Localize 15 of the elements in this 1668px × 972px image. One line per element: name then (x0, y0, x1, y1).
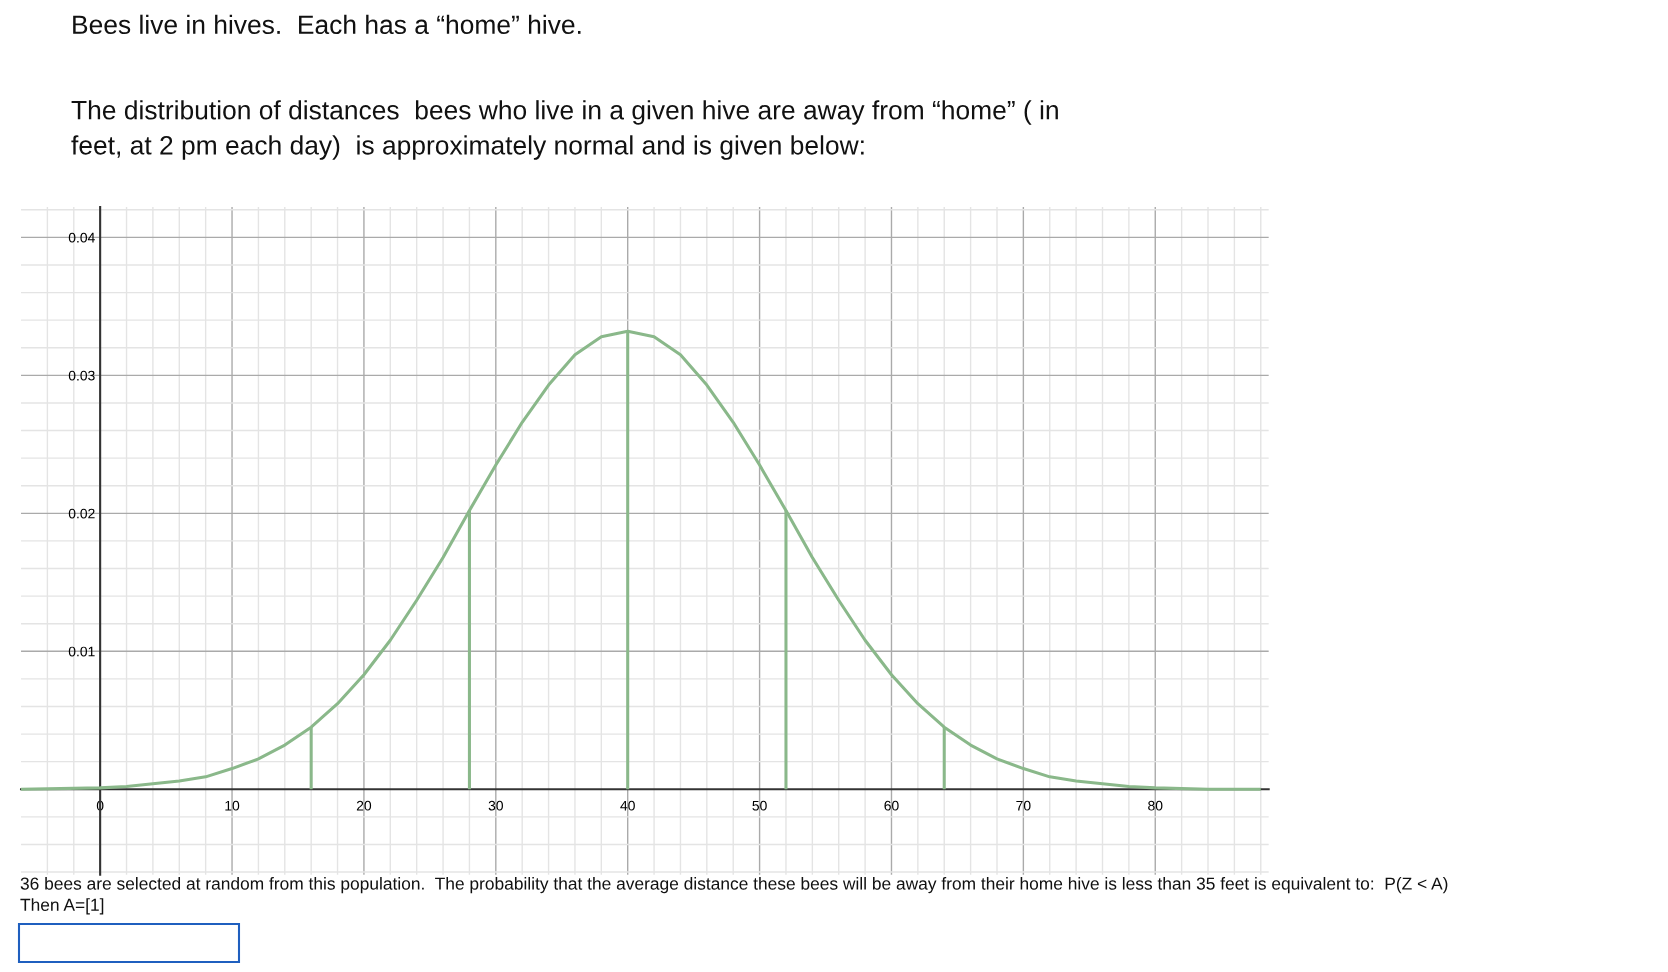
chart-subtitle: The distribution of distances bees who live in a given hive are away from “home” ( in feet, at 2 pm each day) is approximately normal and is given below: (71, 100, 1058, 160)
y-tick-label: 0.04 (68, 232, 95, 243)
x-tick-label: 60 (884, 800, 899, 811)
chart-title: Bees live in hives. Each has a “home” hive. (73, 14, 581, 35)
x-tick-label: 40 (620, 800, 635, 811)
x-tick-label: 70 (1016, 800, 1031, 811)
x-tick-label: 10 (225, 800, 240, 811)
x-tick-label: 20 (356, 800, 372, 811)
y-tick-label: 0.02 (68, 508, 95, 519)
y-tick-label: 0.01 (68, 646, 95, 657)
x-tick-label: 80 (1148, 800, 1163, 811)
x-tick-label: 50 (752, 800, 767, 811)
x-tick-label: 30 (488, 800, 503, 811)
y-tick-label: 0.03 (68, 370, 95, 381)
text: 36 bees are selected at random from this population. The probability that the average distance these bees will be away from their home hive is less than 35 feet is equivalent to: P(Z < A) Then A=[1] (20, 877, 1448, 915)
